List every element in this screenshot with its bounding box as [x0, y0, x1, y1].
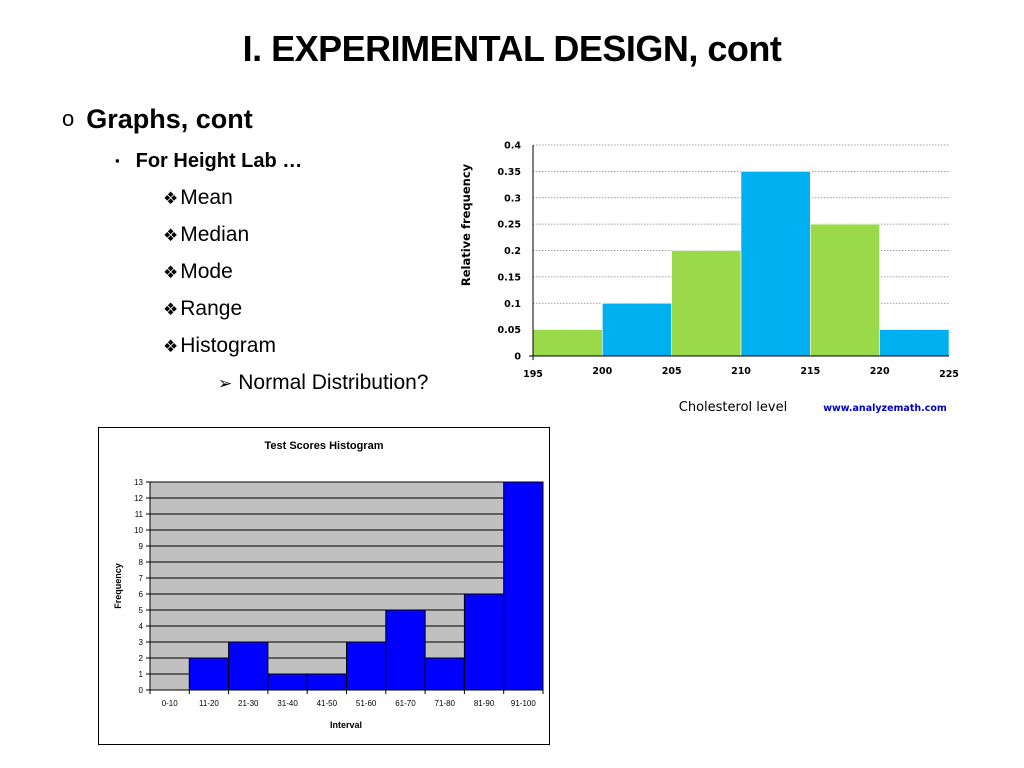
- y-tick-label: 0.05: [498, 325, 521, 336]
- histogram-bar: [879, 329, 950, 357]
- bullet-graphs-label: Graphs, cont: [86, 104, 253, 134]
- bullet-mode-label: Mode: [180, 260, 233, 283]
- arrowhead-bullet-icon: ➢: [218, 374, 233, 393]
- bullet-mean: ❖Mean: [163, 186, 233, 210]
- diamond-bullet-icon: ❖: [163, 300, 179, 319]
- y-tick-label: 0: [139, 686, 144, 695]
- bullet-median-label: Median: [180, 223, 250, 246]
- y-tick-label: 0.1: [504, 299, 521, 310]
- x-tick-label: 21-30: [238, 699, 259, 708]
- slide-title: I. EXPERIMENTAL DESIGN, cont: [242, 28, 782, 69]
- bullet-range: ❖Range: [163, 297, 242, 321]
- y-tick-label: 0.4: [504, 141, 521, 152]
- x-tick-label: 91-100: [511, 699, 536, 708]
- cholesterol-histogram: Relative frequency Cholesterol level www…: [459, 141, 959, 416]
- bullet-height-lab: ▪ For Height Lab …: [115, 150, 302, 173]
- x-tick-label: 71-80: [435, 699, 456, 708]
- bullet-range-label: Range: [180, 297, 243, 320]
- source-credit: www.analyzemath.com: [823, 403, 947, 414]
- bullet-graphs: o Graphs, cont: [62, 104, 253, 135]
- chart-title: Test Scores Histogram: [264, 440, 383, 452]
- bullet-mean-label: Mean: [180, 186, 233, 209]
- histogram-bar: [267, 673, 308, 691]
- y-tick-label: 5: [139, 606, 144, 615]
- y-tick-label: 9: [139, 542, 144, 551]
- histogram-bar: [532, 329, 603, 357]
- bullet-histogram-label: Histogram: [180, 334, 276, 357]
- y-tick-label: 0.3: [504, 193, 521, 204]
- histogram-bar: [385, 609, 426, 691]
- y-axis-label: Relative frequency: [459, 163, 473, 286]
- diamond-bullet-icon: ❖: [163, 263, 179, 282]
- y-tick-label: 2: [139, 654, 144, 663]
- y-tick-label: 4: [139, 622, 144, 631]
- histogram-bar: [306, 673, 347, 691]
- histogram-bar: [602, 302, 672, 357]
- x-axis-label: Cholesterol level: [679, 400, 787, 415]
- y-tick-label: 0: [514, 352, 521, 363]
- y-tick-label: 0.15: [498, 272, 521, 283]
- x-tick-label: 225: [939, 369, 959, 380]
- diamond-bullet-icon: ❖: [163, 337, 179, 356]
- x-tick-label: 41-50: [317, 699, 338, 708]
- histogram-bar: [810, 223, 880, 357]
- y-tick-label: 6: [139, 590, 144, 599]
- y-tick-label: 11: [135, 510, 144, 519]
- y-tick-label: 10: [134, 526, 143, 535]
- x-tick-label: 205: [662, 366, 682, 377]
- circle-bullet-icon: o: [62, 106, 75, 131]
- histogram-bar: [424, 657, 465, 691]
- square-bullet-icon: ▪: [115, 153, 120, 168]
- x-tick-label: 210: [731, 366, 751, 377]
- x-tick-label: 81-90: [474, 699, 495, 708]
- diamond-bullet-icon: ❖: [163, 189, 179, 208]
- y-tick-label: 0.2: [504, 246, 521, 257]
- bullet-median: ❖Median: [163, 223, 249, 247]
- y-axis-label: Frequency: [113, 563, 123, 609]
- histogram-bar: [740, 171, 811, 357]
- x-tick-label: 220: [870, 366, 890, 377]
- histogram-bar: [671, 250, 742, 357]
- x-tick-label: 195: [523, 369, 543, 380]
- histogram-bar: [228, 641, 269, 691]
- x-tick-label: 200: [592, 366, 612, 377]
- histogram-bar: [463, 593, 505, 691]
- y-tick-label: 7: [139, 574, 144, 583]
- x-axis-label: Interval: [330, 720, 362, 730]
- x-tick-label: 215: [800, 366, 820, 377]
- test-scores-histogram: Test Scores Histogram Frequency Interval…: [113, 440, 544, 730]
- y-tick-label: 13: [134, 478, 143, 487]
- x-tick-label: 31-40: [277, 699, 298, 708]
- y-tick-label: 8: [139, 558, 144, 567]
- histogram-bar: [188, 657, 230, 691]
- x-tick-label: 0-10: [162, 699, 179, 708]
- x-tick-label: 51-60: [356, 699, 377, 708]
- histogram-bar: [503, 481, 544, 691]
- test-scores-chart-frame: Test Scores Histogram Frequency Interval…: [98, 427, 550, 745]
- y-tick-label: 12: [134, 494, 143, 503]
- bullet-normal-distribution-label: Normal Distribution?: [238, 371, 429, 394]
- diamond-bullet-icon: ❖: [163, 226, 179, 245]
- bullet-height-lab-label: For Height Lab …: [135, 150, 303, 172]
- y-tick-label: 0.35: [498, 167, 521, 178]
- y-tick-label: 1: [139, 670, 144, 679]
- y-tick-label: 3: [139, 638, 144, 647]
- x-tick-label: 61-70: [395, 699, 416, 708]
- x-tick-label: 11-20: [199, 699, 219, 708]
- bullet-mode: ❖Mode: [163, 260, 233, 284]
- y-tick-label: 0.25: [498, 220, 521, 231]
- bullet-normal-distribution: ➢ Normal Distribution?: [218, 371, 428, 395]
- histogram-bar: [346, 641, 387, 691]
- bullet-histogram: ❖Histogram: [163, 334, 276, 358]
